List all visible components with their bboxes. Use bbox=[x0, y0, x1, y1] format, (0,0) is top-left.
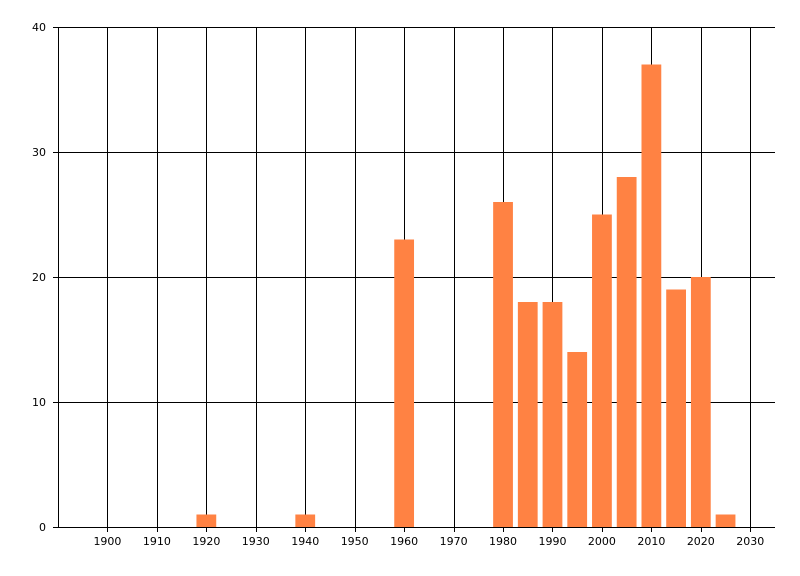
y-tick-label: 30 bbox=[32, 146, 46, 159]
x-tick-label: 1990 bbox=[538, 535, 566, 548]
bar bbox=[517, 302, 538, 527]
x-tick-label: 1980 bbox=[489, 535, 517, 548]
bar bbox=[542, 302, 563, 527]
y-tick-label: 10 bbox=[32, 396, 46, 409]
x-tick-label: 1970 bbox=[440, 535, 468, 548]
x-tick-label: 1960 bbox=[390, 535, 418, 548]
bar bbox=[641, 64, 662, 527]
x-tick-label: 1930 bbox=[242, 535, 270, 548]
x-tick-label: 1940 bbox=[291, 535, 319, 548]
x-tick-label: 1950 bbox=[341, 535, 369, 548]
y-axis-ticks: 0 10 20 30 40 bbox=[32, 21, 46, 534]
x-tick-label: 1920 bbox=[192, 535, 220, 548]
bar bbox=[666, 289, 686, 527]
bar bbox=[567, 352, 588, 527]
x-tick-label: 2020 bbox=[687, 535, 715, 548]
bar bbox=[592, 214, 612, 527]
bar bbox=[196, 514, 217, 527]
bar bbox=[493, 202, 513, 527]
x-tick-label: 2010 bbox=[637, 535, 665, 548]
axes bbox=[58, 27, 775, 528]
bars bbox=[196, 64, 736, 527]
x-tick-label: 1910 bbox=[143, 535, 171, 548]
x-tick-label: 2030 bbox=[736, 535, 764, 548]
y-tick-label: 0 bbox=[39, 521, 46, 534]
bar bbox=[394, 239, 415, 527]
x-tick-label: 1900 bbox=[93, 535, 121, 548]
bar bbox=[690, 277, 711, 527]
bar bbox=[616, 177, 637, 527]
bar bbox=[295, 514, 316, 527]
y-tick-label: 40 bbox=[32, 21, 46, 34]
x-axis-ticks: 1900 1910 1920 1930 1940 1950 1960 1970 1980 1990… bbox=[93, 535, 764, 548]
x-tick-label: 2000 bbox=[588, 535, 616, 548]
bar bbox=[715, 514, 736, 527]
y-tick-label: 20 bbox=[32, 271, 46, 284]
